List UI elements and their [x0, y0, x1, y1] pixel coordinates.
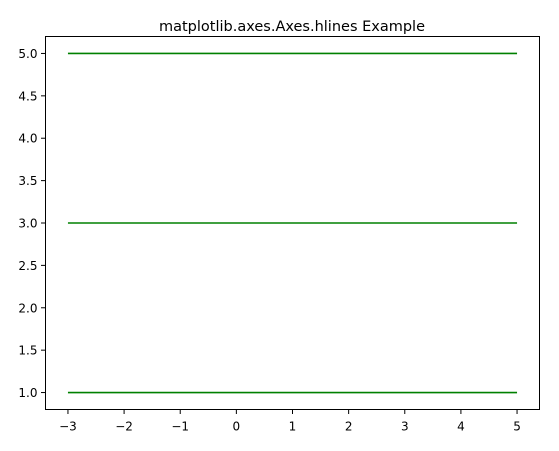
x-tick-label: −2: [115, 420, 133, 434]
x-tick-label: −1: [171, 420, 189, 434]
x-tick-label: 1: [289, 420, 297, 434]
x-tick-label: 0: [233, 420, 241, 434]
x-tick-label: 2: [345, 420, 353, 434]
x-tick-label: 5: [513, 420, 521, 434]
y-tick-label: 1.0: [18, 386, 37, 400]
y-tick-label: 4.5: [18, 89, 37, 103]
y-tick-label: 2.0: [18, 301, 37, 315]
x-tick-label: 3: [401, 420, 409, 434]
y-tick-label: 2.5: [18, 259, 37, 273]
chart-title: matplotlib.axes.Axes.hlines Example: [159, 19, 425, 35]
y-tick-label: 3.0: [18, 217, 37, 231]
y-tick-label: 1.5: [18, 344, 37, 358]
x-tick-label: −3: [59, 420, 77, 434]
y-tick-label: 5.0: [18, 47, 37, 61]
y-tick-label: 3.5: [18, 174, 37, 188]
x-tick-label: 4: [457, 420, 465, 434]
y-tick-label: 4.0: [18, 132, 37, 146]
